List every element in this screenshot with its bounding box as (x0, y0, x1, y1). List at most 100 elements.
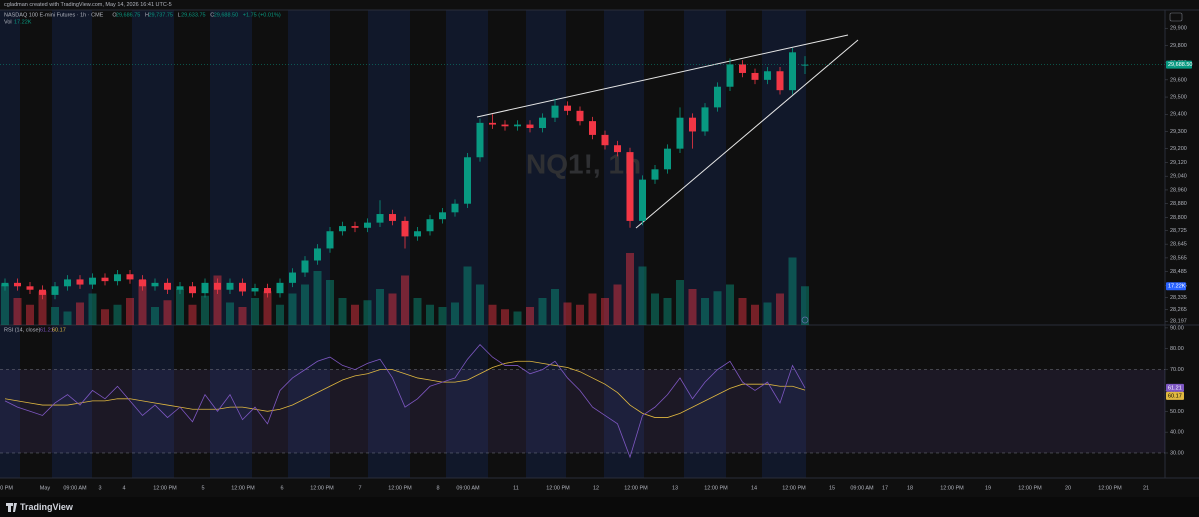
volume-bar (13, 298, 22, 325)
volume-bar (788, 257, 797, 325)
volume-tag: 17.22K (1168, 284, 1186, 290)
x-tick-label: 12:00 PM (940, 485, 964, 491)
volume-bar (363, 300, 372, 325)
y-tick-label: 29,120 (1170, 160, 1187, 166)
session-band (446, 10, 488, 478)
volume-bar (326, 280, 334, 325)
candle-body (64, 279, 71, 287)
candle-body (489, 122, 496, 125)
rsi-tag-box (1166, 383, 1184, 392)
y-tick-label: 28,645 (1170, 242, 1187, 248)
candle-body (214, 282, 221, 290)
footer-brand: TradingView (20, 502, 74, 512)
volume-bar (313, 271, 322, 325)
volume-legend-key: Vol (4, 19, 12, 25)
rsi-tick-label: 90.00 (1170, 325, 1184, 331)
candle-body (114, 274, 121, 282)
candle-body (439, 212, 446, 220)
candle-body (414, 231, 421, 237)
volume-bar (51, 307, 59, 325)
volume-bar (401, 275, 409, 325)
legend-key: O (112, 12, 117, 18)
candle-body (26, 286, 34, 290)
volume-bar (188, 304, 197, 325)
volume-bar (538, 298, 547, 325)
candle-body (89, 277, 96, 285)
volume-bar (201, 295, 209, 325)
candle-body (651, 169, 659, 180)
legend-key: L (178, 12, 181, 18)
volume-bar (501, 309, 509, 325)
candle-body (401, 220, 409, 237)
x-tick-label: 8 (436, 485, 439, 491)
replay-icon[interactable] (801, 316, 809, 324)
volume-bar (713, 291, 722, 325)
volume-bar (638, 266, 647, 325)
candle-body (301, 260, 309, 273)
rsi-legend-ma: 60.17 (52, 327, 66, 333)
volume-bar (476, 284, 484, 325)
rsi-line (4, 344, 806, 459)
y-tick-label: 28,265 (1170, 307, 1187, 313)
rsi-tick-label: 50.00 (1170, 409, 1184, 415)
candle-body (664, 148, 671, 170)
y-tick-label: 29,040 (1170, 174, 1187, 180)
volume-bar (126, 298, 134, 325)
y-tick-label: 29,800 (1170, 43, 1187, 49)
x-tick-label: 12:00 PM (388, 485, 412, 491)
candle-body (751, 72, 759, 80)
candle-body (351, 226, 359, 228)
candle-body (576, 110, 584, 122)
candle-body (789, 52, 796, 91)
volume-bar (626, 253, 634, 325)
candle-body (289, 272, 296, 283)
volume-bar (513, 311, 522, 325)
currency-button[interactable] (1169, 12, 1183, 22)
x-tick-label: 13 (672, 485, 678, 491)
x-tick-label: 12:00 PM (624, 485, 648, 491)
candle-body (264, 288, 271, 294)
volume-bar (438, 307, 447, 325)
y-tick-label: 28,565 (1170, 255, 1187, 261)
volume-bar (226, 302, 234, 325)
candle-body (39, 289, 46, 295)
rsi-tag: 61.21 (1168, 385, 1182, 391)
footer-bar (0, 497, 1199, 517)
volume-bar (176, 289, 184, 325)
candle-body (376, 214, 384, 223)
candle-body (426, 219, 434, 232)
watermark: NQ1!, 1h (526, 148, 641, 179)
candle-body (726, 64, 734, 87)
x-tick-label: 4 (122, 485, 125, 491)
candle-body (514, 124, 521, 127)
candle-body (101, 277, 109, 282)
x-tick-label: 12 (593, 485, 599, 491)
y-tick-label: 28,485 (1170, 269, 1187, 275)
volume-bar (113, 304, 122, 325)
volume-tag-box (1166, 282, 1186, 291)
volume-bar (76, 302, 84, 325)
candle-body (764, 71, 771, 80)
volume-bar (101, 309, 109, 325)
candle-body (551, 105, 559, 118)
y-tick-label: 29,200 (1170, 146, 1187, 152)
volume-bar (738, 298, 747, 325)
volume-bar (1, 284, 9, 325)
candle-body (689, 117, 696, 132)
volume-bar (701, 298, 709, 325)
candle-body (601, 134, 609, 146)
candle-body (451, 203, 459, 213)
volume-bar (288, 293, 297, 325)
session-band (0, 10, 20, 478)
x-tick-label: 14 (751, 485, 757, 491)
candle-body (464, 157, 471, 204)
candle-body (226, 282, 234, 290)
legend: NASDAQ 100 E-mini Futures · 1h · CME O 29,… (4, 12, 281, 333)
x-tick-label: 12:00 PM (1018, 485, 1042, 491)
candle-body (151, 282, 159, 287)
legend-value: 29,688.50 (214, 12, 238, 18)
legend-value: 29,633.75 (181, 12, 205, 18)
volume-bar (263, 291, 272, 325)
volume-bar (388, 293, 397, 325)
